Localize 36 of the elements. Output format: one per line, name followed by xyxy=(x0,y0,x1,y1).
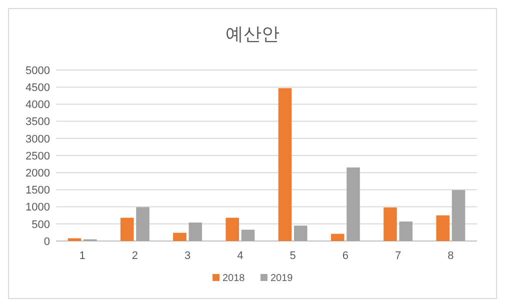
bar xyxy=(188,222,202,241)
bar xyxy=(136,207,150,241)
bar xyxy=(241,230,255,241)
bar xyxy=(173,232,186,241)
legend-label: 2018 xyxy=(222,273,246,284)
legend-label: 2019 xyxy=(270,273,294,284)
bar xyxy=(120,218,134,241)
x-tick-label: 3 xyxy=(184,250,191,262)
x-tick-label: 5 xyxy=(290,250,296,262)
y-tick-label: 2500 xyxy=(26,150,50,162)
chart-title: 예산안 xyxy=(226,24,280,44)
bar xyxy=(436,215,450,241)
y-tick-label: 0 xyxy=(44,236,50,248)
x-tick-label: 4 xyxy=(237,250,244,262)
y-tick-label: 4500 xyxy=(26,82,50,94)
y-tick-label: 5000 xyxy=(26,64,50,77)
bar xyxy=(330,234,344,241)
bar xyxy=(452,190,466,241)
x-tick-label: 8 xyxy=(448,250,454,262)
y-tick-label: 1000 xyxy=(26,202,50,214)
x-tick-label: 2 xyxy=(132,250,138,262)
x-tick-label: 7 xyxy=(395,250,402,262)
bar xyxy=(346,167,360,241)
y-tick-label: 1500 xyxy=(26,184,50,197)
y-tick-label: 4000 xyxy=(26,99,50,112)
y-tick-label: 2000 xyxy=(26,167,50,180)
bar xyxy=(278,88,292,241)
bar xyxy=(384,207,397,241)
bar xyxy=(226,218,240,241)
bar xyxy=(399,222,413,241)
y-tick-label: 3500 xyxy=(26,116,50,128)
x-tick-label: 1 xyxy=(79,250,86,262)
y-tick-label: 500 xyxy=(32,218,50,231)
y-tick-label: 3000 xyxy=(26,133,50,146)
x-tick-label: 6 xyxy=(342,250,348,262)
bar xyxy=(294,226,308,241)
